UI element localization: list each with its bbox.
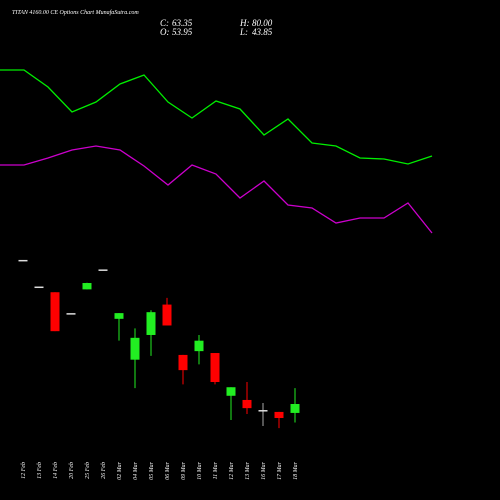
x-tick-label: 20 Feb xyxy=(69,462,75,479)
x-tick-label: 09 Mar xyxy=(181,461,187,479)
candle-body xyxy=(34,286,44,289)
summary-name: H: xyxy=(239,18,250,28)
candle-body xyxy=(194,340,204,352)
x-tick-label: 26 Feb xyxy=(101,462,107,479)
line xyxy=(0,145,433,234)
x-tick-label: 18 Mar xyxy=(293,461,299,479)
x-tick-label: 11 Mar xyxy=(213,461,219,479)
candle-body xyxy=(258,410,268,412)
summary-value: 63.35 xyxy=(172,18,193,28)
candle-body xyxy=(146,312,156,335)
summary-value: 80.00 xyxy=(252,18,273,28)
candle-body xyxy=(130,337,140,360)
candle-body xyxy=(114,313,124,319)
summary-name: O: xyxy=(160,27,170,37)
candle-body xyxy=(242,399,252,409)
x-tick-label: 14 Feb xyxy=(52,462,59,479)
candle-body xyxy=(274,411,284,419)
candle-body xyxy=(290,403,300,413)
x-tick-label: 25 Feb xyxy=(85,462,91,479)
candle-body xyxy=(50,292,60,332)
x-tick-label: 13 Mar xyxy=(245,461,251,479)
x-tick-label: 12 Mar xyxy=(229,461,235,479)
candle-body xyxy=(66,313,76,315)
summary-value: 53.95 xyxy=(172,27,193,37)
line xyxy=(0,69,433,165)
x-tick-label: 10 Mar xyxy=(197,461,203,479)
candle-body xyxy=(178,354,188,371)
summary-name: L: xyxy=(239,27,248,37)
x-tick-label: 06 Mar xyxy=(165,461,171,479)
x-tick-label: 04 Mar xyxy=(132,461,139,479)
candle-body xyxy=(98,269,108,271)
x-tick-label: 05 Mar xyxy=(149,461,155,479)
x-tick-label: 13 Feb xyxy=(37,462,43,479)
summary-name: C: xyxy=(160,18,169,28)
summary-value: 43.85 xyxy=(252,27,273,37)
x-tick-label: 02 Mar xyxy=(117,461,123,479)
x-tick-label: 17 Mar xyxy=(277,461,283,479)
chart-title: TITAN 4160.00 CE Options Chart MunafaSut… xyxy=(12,9,139,16)
x-tick-label: 16 Mar xyxy=(261,461,267,479)
candle-body xyxy=(82,283,92,290)
candle-body xyxy=(162,304,172,326)
candle-body xyxy=(210,353,220,383)
candle-body xyxy=(226,387,236,396)
candle-body xyxy=(18,259,28,262)
x-tick-label: 12 Feb xyxy=(21,462,27,479)
